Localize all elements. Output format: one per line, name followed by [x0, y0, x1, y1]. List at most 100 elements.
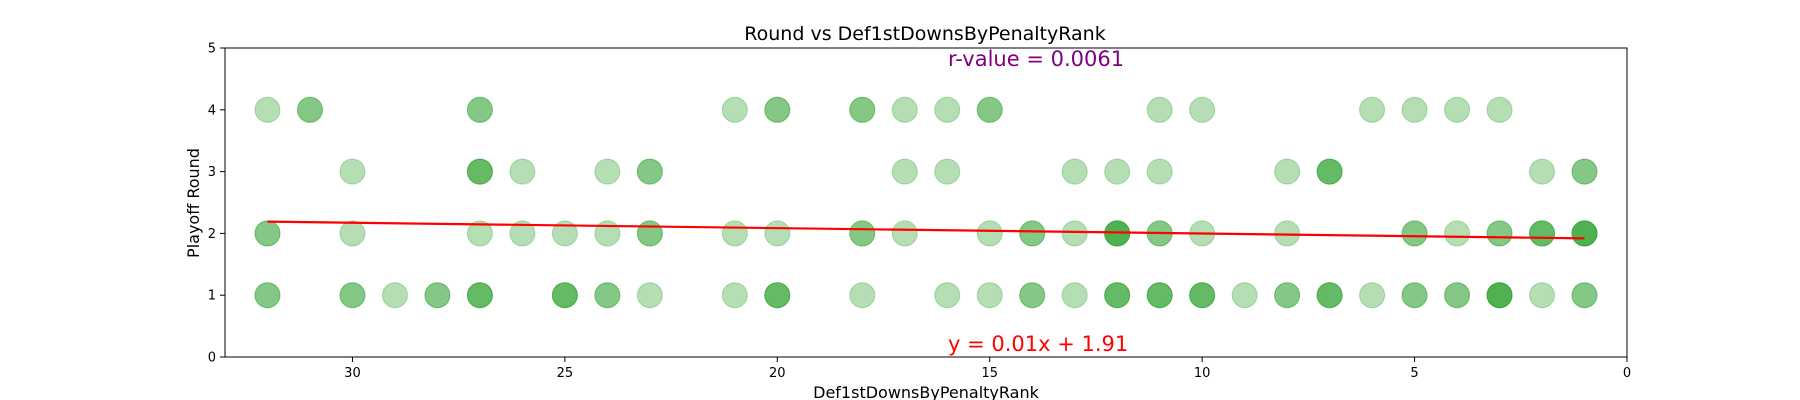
data-point [721, 282, 748, 309]
x-tick-label: 5 [1410, 366, 1418, 381]
y-axis-label: Playoff Round [184, 148, 203, 258]
data-point [509, 158, 536, 185]
data-point [339, 282, 366, 309]
data-point [594, 282, 621, 309]
data-point [551, 220, 578, 247]
data-point [1571, 220, 1598, 247]
data-point [1486, 282, 1513, 309]
data-point [1274, 282, 1301, 309]
data-point [976, 96, 1003, 123]
y-tick-label: 4 [208, 103, 216, 118]
data-point [254, 282, 281, 309]
x-tick-label: 25 [557, 366, 574, 381]
data-point [1401, 282, 1428, 309]
data-point [636, 158, 663, 185]
data-point [1571, 158, 1598, 185]
data-point [976, 282, 1003, 309]
data-point [466, 220, 493, 247]
data-point [381, 282, 408, 309]
data-point [1189, 282, 1216, 309]
data-point [594, 158, 621, 185]
data-point [1571, 220, 1598, 247]
data-point [934, 282, 961, 309]
data-point [849, 96, 876, 123]
data-point [1529, 220, 1556, 247]
regression-equation-annotation: y = 0.01x + 1.91 [948, 332, 1128, 356]
data-point [976, 220, 1003, 247]
x-tick-label: 15 [981, 366, 998, 381]
data-point [1316, 282, 1343, 309]
data-point [594, 220, 621, 247]
data-point [424, 282, 451, 309]
plot-frame [224, 47, 1628, 358]
data-point [934, 158, 961, 185]
data-point [466, 96, 493, 123]
x-tick-label: 20 [769, 366, 786, 381]
data-point [721, 220, 748, 247]
data-point [764, 282, 791, 309]
y-tick-label: 3 [208, 165, 216, 180]
data-point [339, 158, 366, 185]
data-point [1189, 96, 1216, 123]
data-point [1571, 220, 1598, 247]
data-point [1104, 282, 1131, 309]
data-point [1189, 282, 1216, 309]
y-tick-label: 1 [208, 289, 216, 304]
data-point [891, 158, 918, 185]
data-point [466, 158, 493, 185]
data-point [296, 96, 323, 123]
data-point [466, 158, 493, 185]
data-point [764, 282, 791, 309]
data-point [1486, 282, 1513, 309]
data-point [254, 282, 281, 309]
data-point [849, 282, 876, 309]
data-point [1316, 158, 1343, 185]
data-point [1571, 220, 1598, 247]
data-point [1529, 282, 1556, 309]
y-tick-label: 2 [208, 227, 216, 242]
x-tick-label: 30 [344, 366, 361, 381]
data-point [636, 282, 663, 309]
regression-line [267, 220, 1585, 240]
data-point [891, 96, 918, 123]
data-point [1571, 282, 1598, 309]
data-point [636, 158, 663, 185]
data-point [1316, 282, 1343, 309]
data-point [1529, 220, 1556, 247]
data-point [1316, 158, 1343, 185]
data-point [1486, 96, 1513, 123]
data-point [466, 282, 493, 309]
data-point [1529, 158, 1556, 185]
data-point [1486, 282, 1513, 309]
data-point [466, 158, 493, 185]
data-point [1146, 282, 1173, 309]
data-point [466, 282, 493, 309]
data-point [849, 96, 876, 123]
data-point [1274, 158, 1301, 185]
data-point [1019, 220, 1046, 247]
data-point [1274, 282, 1301, 309]
data-point [1146, 158, 1173, 185]
data-point [339, 220, 366, 247]
data-point [1104, 282, 1131, 309]
chart-title: Round vs Def1stDownsByPenaltyRank [744, 23, 1105, 45]
data-point [1316, 282, 1343, 309]
data-point [551, 282, 578, 309]
data-point [1104, 282, 1131, 309]
y-axis-ticks: 0 1 2 3 4 5 [208, 42, 225, 366]
data-point [934, 96, 961, 123]
data-point [1401, 282, 1428, 309]
points-layer [254, 96, 1598, 309]
data-point [1401, 96, 1428, 123]
data-point [1104, 158, 1131, 185]
data-point [1146, 96, 1173, 123]
r-value-annotation: r-value = 0.0061 [948, 47, 1124, 71]
data-point [1571, 158, 1598, 185]
data-point [764, 282, 791, 309]
data-point [721, 96, 748, 123]
data-point [424, 282, 451, 309]
y-tick-label: 5 [208, 42, 216, 57]
data-point [594, 282, 621, 309]
